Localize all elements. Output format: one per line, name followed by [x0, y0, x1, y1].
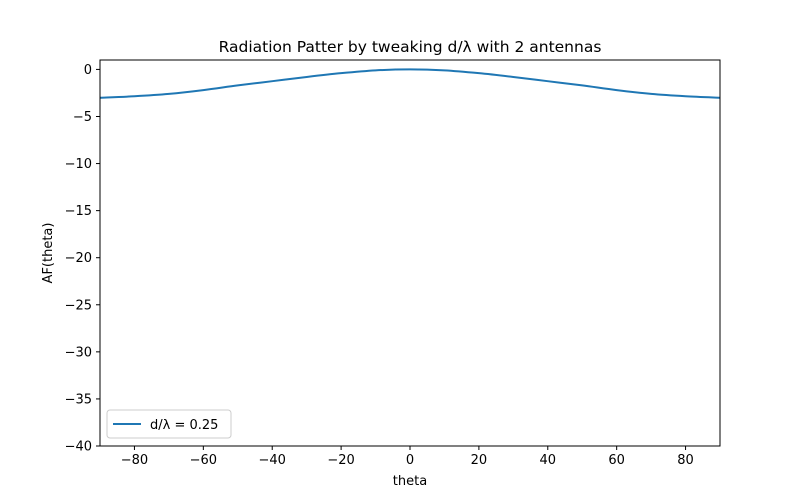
x-tick-label: −20	[327, 453, 354, 468]
x-tick-label: 40	[540, 453, 557, 468]
y-tick-label: −30	[65, 345, 92, 360]
series-line	[99, 68, 721, 99]
y-tick-label: −40	[65, 440, 92, 455]
x-tick-label: 20	[471, 453, 488, 468]
y-tick-label: −10	[65, 157, 92, 172]
x-tick-label: −60	[190, 453, 217, 468]
x-tick-label: −80	[121, 453, 148, 468]
y-tick-label: 0	[84, 63, 92, 78]
series-layer	[99, 68, 721, 99]
x-tick-label: 60	[608, 453, 625, 468]
legend: d/λ = 0.25	[106, 409, 232, 439]
plot-background	[100, 60, 720, 446]
y-axis-label: AF(theta)	[41, 223, 56, 284]
legend-box	[106, 409, 232, 439]
plot-frame	[99, 59, 721, 447]
x-tick-label: 0	[406, 453, 414, 468]
x-axis-ticks: −80 −60 −40 −20 0 20 40 60 80	[121, 446, 694, 468]
plot-area: −80 −60 −40 −20 0 20 40 60 80 0 −5 −10 −15 −20 −25 −30…	[65, 59, 721, 468]
y-tick-label: −15	[65, 204, 92, 219]
x-tick-label: 80	[677, 453, 694, 468]
y-tick-label: −25	[65, 298, 92, 313]
x-tick-label: −40	[259, 453, 286, 468]
y-tick-label: −20	[65, 251, 92, 266]
x-axis-label: theta	[393, 474, 427, 489]
legend-label: d/λ = 0.25	[150, 418, 218, 433]
chart-title: Radiation Patter by tweaking d/λ with 2 …	[219, 38, 602, 56]
y-tick-label: −35	[65, 392, 92, 407]
y-tick-label: −5	[73, 110, 92, 125]
y-axis-ticks: 0 −5 −10 −15 −20 −25 −30 −35 −40	[65, 63, 100, 455]
